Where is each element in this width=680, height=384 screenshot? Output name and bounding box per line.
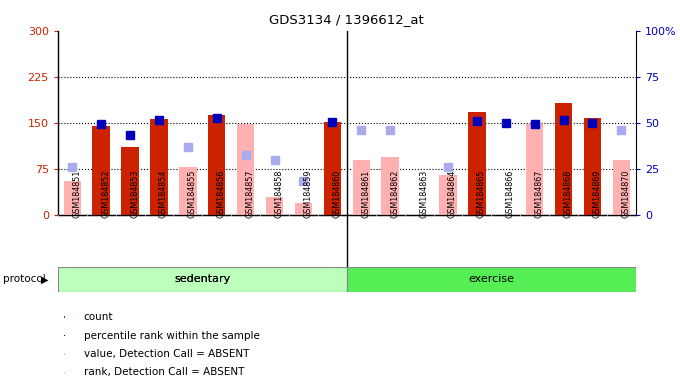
- Text: GSM184869: GSM184869: [592, 169, 601, 218]
- Bar: [324, 122, 341, 215]
- Text: GSM184856: GSM184856: [217, 169, 226, 218]
- Bar: [584, 118, 601, 215]
- Text: GSM184864: GSM184864: [448, 169, 457, 218]
- Text: rank, Detection Call = ABSENT: rank, Detection Call = ABSENT: [84, 367, 244, 377]
- Bar: [469, 112, 486, 215]
- Bar: [613, 160, 630, 215]
- Text: GDS3134 / 1396612_at: GDS3134 / 1396612_at: [269, 13, 424, 26]
- Text: GSM184870: GSM184870: [622, 169, 630, 218]
- Text: GSM184851: GSM184851: [72, 169, 81, 218]
- Text: GSM184866: GSM184866: [506, 169, 515, 218]
- Text: GSM184868: GSM184868: [564, 169, 573, 218]
- Bar: [122, 147, 139, 215]
- Text: GSM184860: GSM184860: [333, 169, 341, 218]
- Text: GSM184858: GSM184858: [275, 169, 284, 218]
- Text: exercise: exercise: [469, 274, 514, 285]
- Text: GSM184853: GSM184853: [130, 169, 139, 218]
- Text: GSM184863: GSM184863: [419, 169, 428, 218]
- Text: sedentary: sedentary: [174, 274, 231, 285]
- Bar: [439, 175, 457, 215]
- Bar: [92, 126, 110, 215]
- Bar: [381, 157, 398, 215]
- Text: value, Detection Call = ABSENT: value, Detection Call = ABSENT: [84, 349, 249, 359]
- Bar: [208, 115, 226, 215]
- Text: GSM184865: GSM184865: [477, 169, 486, 218]
- Bar: [64, 353, 65, 355]
- Bar: [555, 103, 573, 215]
- Text: count: count: [84, 312, 114, 322]
- Bar: [266, 197, 284, 215]
- Bar: [526, 124, 543, 215]
- Text: percentile rank within the sample: percentile rank within the sample: [84, 331, 260, 341]
- Text: ▶: ▶: [41, 274, 48, 285]
- Bar: [64, 335, 65, 336]
- Bar: [237, 124, 254, 215]
- Text: GSM184861: GSM184861: [361, 169, 370, 218]
- Text: GSM184859: GSM184859: [303, 169, 312, 218]
- Bar: [180, 167, 197, 215]
- Bar: [295, 203, 312, 215]
- Bar: [64, 372, 65, 373]
- Text: GSM184867: GSM184867: [534, 169, 543, 218]
- Text: GSM184857: GSM184857: [245, 169, 254, 218]
- Text: GSM184852: GSM184852: [101, 169, 110, 218]
- Text: GSM184855: GSM184855: [188, 169, 197, 218]
- Bar: [58, 267, 347, 292]
- Bar: [353, 160, 370, 215]
- Text: protocol: protocol: [3, 274, 46, 285]
- Bar: [64, 181, 81, 215]
- Bar: [150, 119, 168, 215]
- Bar: [64, 316, 65, 318]
- Text: GSM184854: GSM184854: [159, 169, 168, 218]
- Bar: [347, 267, 636, 292]
- Text: GSM184862: GSM184862: [390, 169, 399, 218]
- Text: sedentary: sedentary: [174, 274, 231, 285]
